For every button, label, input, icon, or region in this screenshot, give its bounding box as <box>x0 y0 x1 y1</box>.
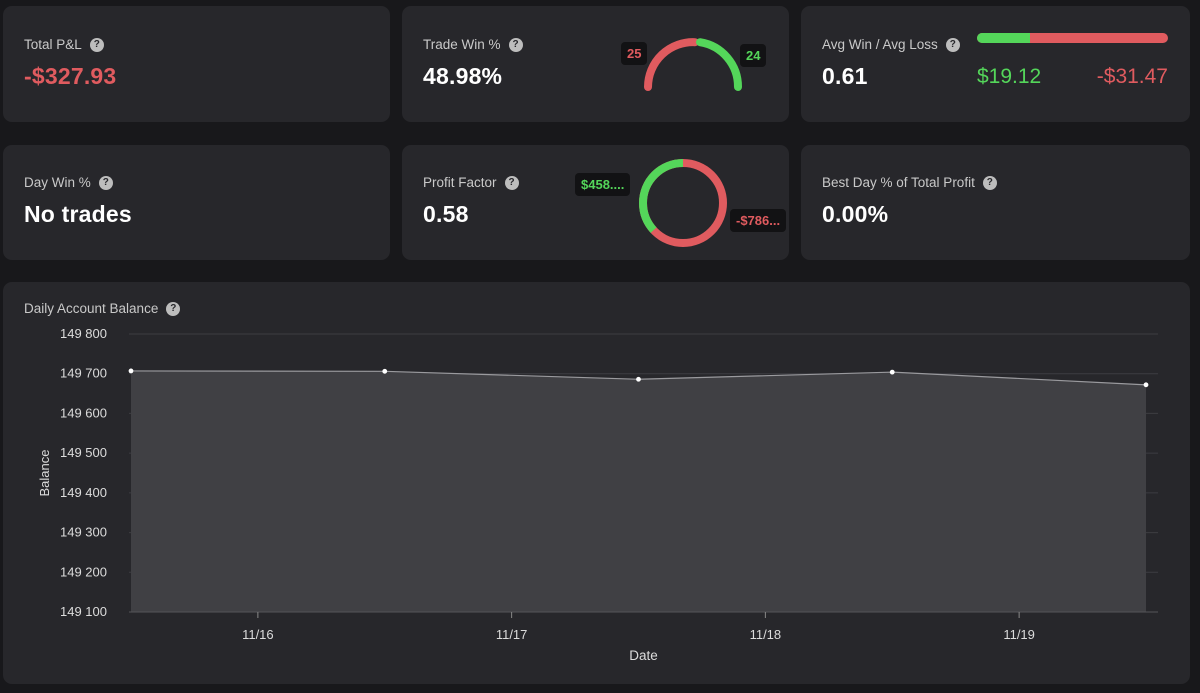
chart-title-text: Daily Account Balance <box>24 301 159 316</box>
trade-win-gauge <box>644 38 743 91</box>
y-tick-label: 149 300 <box>60 525 107 540</box>
x-tick-label: 11/16 <box>242 627 274 642</box>
trade-win-count: 24 <box>740 44 767 67</box>
y-tick-label: 149 800 <box>60 326 107 341</box>
trade-loss-count: 25 <box>621 42 648 65</box>
avg-win-loss-label: Avg Win / Avg Loss ? <box>822 37 960 52</box>
avg-win-bar-segment <box>977 33 1031 43</box>
total-pnl-label-text: Total P&L <box>24 37 82 52</box>
profit-factor-label-text: Profit Factor <box>423 175 497 190</box>
profit-factor-label: Profit Factor ? <box>423 175 519 190</box>
gauge-win-arc <box>696 38 743 91</box>
avg-win-value: $19.12 <box>977 65 1042 88</box>
total-pnl-label: Total P&L ? <box>24 37 104 52</box>
best-day-label-text: Best Day % of Total Profit <box>822 175 975 190</box>
help-icon[interactable]: ? <box>166 301 181 316</box>
help-icon[interactable]: ? <box>98 175 113 190</box>
total-pnl-card: Total P&L ? -$327.93 <box>3 6 390 122</box>
trade-win-card: Trade Win % ? 48.98% 25 24 <box>402 6 789 122</box>
y-axis-label: Balance <box>37 450 52 497</box>
balance-chart-card: Daily Account Balance ? 149 800 149 700 14… <box>3 282 1190 684</box>
total-pnl-value: -$327.93 <box>24 63 117 89</box>
best-day-label: Best Day % of Total Profit ? <box>822 175 997 190</box>
help-icon[interactable]: ? <box>945 37 960 52</box>
y-tick-label: 149 200 <box>60 564 107 579</box>
help-icon[interactable]: ? <box>982 175 997 190</box>
avg-win-loss-value: 0.61 <box>822 63 868 89</box>
y-tick-label: 149 400 <box>60 485 107 500</box>
gauge-loss-arc <box>644 38 699 91</box>
balance-point <box>636 376 641 382</box>
best-day-card: Best Day % of Total Profit ? 0.00% <box>801 145 1190 260</box>
best-day-value: 0.00% <box>822 201 889 227</box>
x-axis-label: Date <box>629 648 658 663</box>
gross-loss-tag: -$786... <box>730 209 787 232</box>
trade-win-label: Trade Win % ? <box>423 37 523 52</box>
x-tick-label: 11/18 <box>750 627 782 642</box>
trade-win-label-text: Trade Win % <box>423 37 501 52</box>
y-tick-label: 149 500 <box>60 445 107 460</box>
day-win-value: No trades <box>24 201 132 227</box>
balance-area <box>131 370 1146 612</box>
balance-point <box>1143 382 1149 388</box>
trade-win-value: 48.98% <box>423 63 503 89</box>
y-tick-label: 149 700 <box>60 366 107 381</box>
balance-point <box>382 368 388 374</box>
gross-profit-tag: $458.... <box>575 173 631 196</box>
y-tick-label: 149 600 <box>60 405 107 420</box>
x-tick-label: 11/17 <box>496 627 528 642</box>
day-win-label-text: Day Win % <box>24 175 91 190</box>
help-icon[interactable]: ? <box>508 37 523 52</box>
balance-chart: 149 800 149 700 149 600 149 500 149 400 149 3… <box>37 326 1158 663</box>
avg-win-loss-label-text: Avg Win / Avg Loss <box>822 37 938 52</box>
chart-title: Daily Account Balance ? <box>24 301 181 316</box>
avg-win-loss-card: Avg Win / Avg Loss ? 0.61 $19.12 -$31.47 <box>801 6 1190 122</box>
help-icon[interactable]: ? <box>504 175 519 190</box>
avg-loss-value: -$31.47 <box>1096 65 1168 88</box>
balance-point <box>128 368 134 374</box>
day-win-card: Day Win % ? No trades <box>3 145 390 260</box>
profit-factor-value: 0.58 <box>423 201 469 227</box>
profit-factor-card: Profit Factor ? 0.58 $458.... -$786... <box>402 145 789 260</box>
x-tick-label: 11/19 <box>1003 627 1035 642</box>
profit-factor-donut <box>639 159 727 247</box>
balance-point <box>889 369 895 375</box>
avg-win-loss-bar <box>977 33 1168 43</box>
donut-profit-arc <box>639 159 727 247</box>
y-tick-label: 149 100 <box>60 604 107 619</box>
help-icon[interactable]: ? <box>89 37 104 52</box>
day-win-label: Day Win % ? <box>24 175 113 190</box>
